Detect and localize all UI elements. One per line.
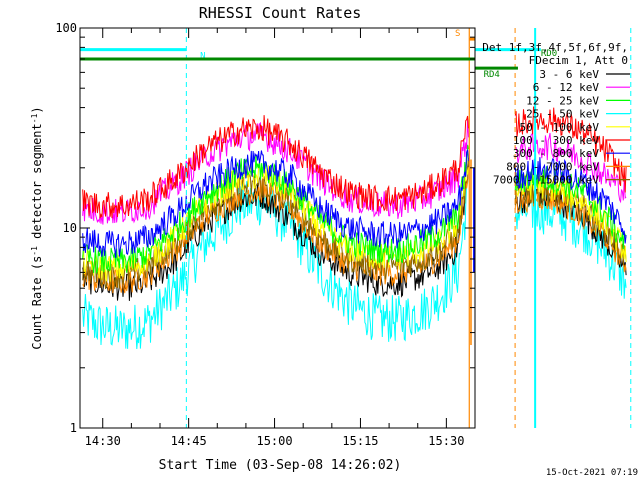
legend-entry-label: 25 - 50 keV <box>526 108 599 121</box>
state-label-rd4: RD4 <box>484 70 500 80</box>
legend-entry-label: 12 - 25 keV <box>526 94 599 107</box>
plot-area: N S RD0 RD4 1 10 100 14:30 14:45 15:00 15:15 15:30 <box>55 21 632 448</box>
legend-entry-label: 100 - 300 keV <box>513 134 599 147</box>
y-axis-label: Count Rate (s-1 detector segment-1) <box>30 106 45 349</box>
state-label-rd0: RD0 <box>541 49 557 59</box>
y-tick-label: 1 <box>70 421 77 435</box>
y-tick-label: 10 <box>63 221 77 235</box>
legend-entry-label: 800 - 7000 keV <box>506 160 599 173</box>
x-tick-label: 15:15 <box>342 434 378 448</box>
y-tick-label: 100 <box>55 21 77 35</box>
x-tick-label: 15:00 <box>256 434 292 448</box>
x-tick-label: 14:45 <box>171 434 207 448</box>
x-tick-label: 15:30 <box>428 434 464 448</box>
state-label-s: S <box>455 29 460 39</box>
legend-header-line: FDecim 1, Att 0 <box>529 54 628 67</box>
x-tick-label: 14:30 <box>85 434 121 448</box>
render-timestamp: 15-Oct-2021 07:19 <box>546 468 638 478</box>
legend-entry-label: 7000 - 15000 keV <box>493 174 599 187</box>
x-axis-label: Start Time (03-Sep-08 14:26:02) <box>159 458 402 473</box>
legend-entry-label: 3 - 6 keV <box>539 68 599 81</box>
legend: Det 1f,3f,4f,5f,6f,9f,FDecim 1, Att 03 -… <box>482 41 630 187</box>
chart-title: RHESSI Count Rates <box>199 4 362 22</box>
legend-entry-label: 300 - 800 keV <box>513 147 599 160</box>
legend-entry-label: 50 - 100 keV <box>520 121 600 134</box>
legend-header-line: Det 1f,3f,4f,5f,6f,9f, <box>482 41 628 54</box>
series-line-300-800kev <box>82 149 627 259</box>
legend-entry-label: 6 - 12 keV <box>533 81 600 94</box>
state-label-n: N <box>200 52 205 62</box>
series-line-100-300kev <box>82 106 627 219</box>
